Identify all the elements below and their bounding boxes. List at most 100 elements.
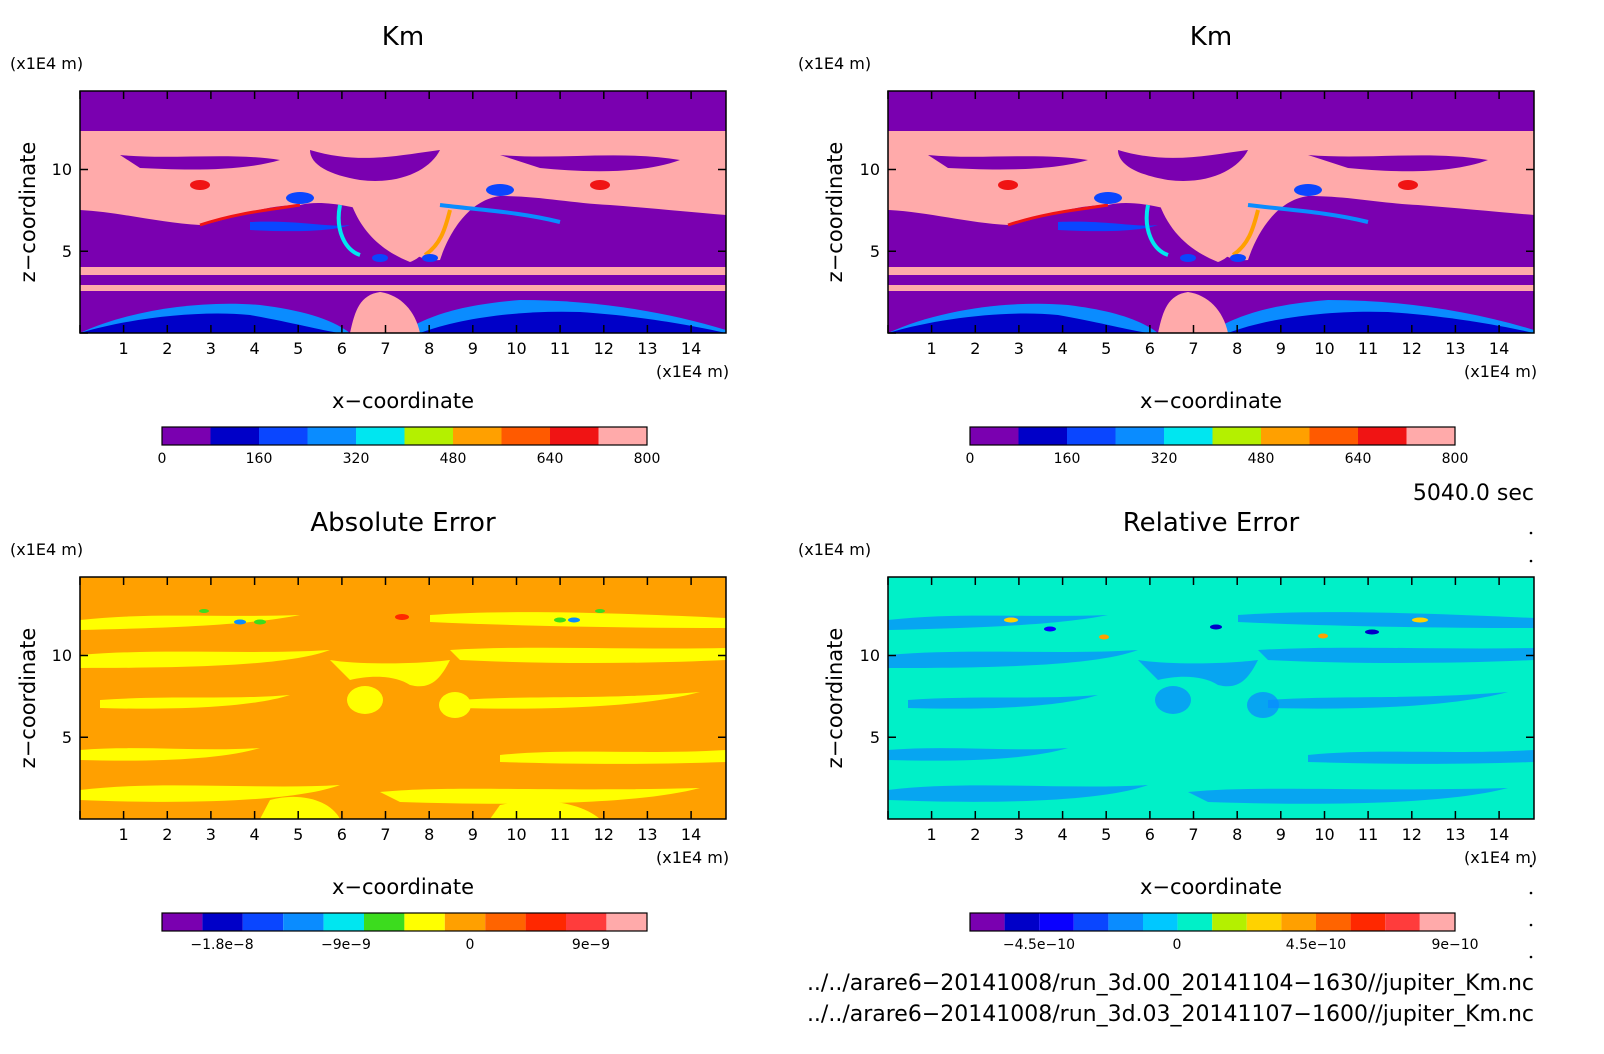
x-tick-label: 5 bbox=[293, 825, 303, 844]
x-tick-label: 3 bbox=[1014, 339, 1024, 358]
panel-absolute-error: Absolute Error (x1E4 m) bbox=[10, 508, 729, 953]
colorbar-cell bbox=[1018, 427, 1067, 445]
plot-ticks bbox=[79, 91, 726, 334]
x-unit-label: (x1E4 m) bbox=[1464, 362, 1537, 381]
x-tick-label: 5 bbox=[1101, 339, 1111, 358]
x-axis-label: x−coordinate bbox=[332, 389, 474, 413]
x-tick-label: 1 bbox=[119, 339, 129, 358]
colorbar-label: −9e−9 bbox=[321, 937, 371, 953]
colorbar-label: 320 bbox=[1151, 451, 1178, 467]
z-tick-labels: 5 10 bbox=[52, 160, 72, 261]
colorbar-label: 320 bbox=[343, 451, 370, 467]
x-tick-label: 9 bbox=[468, 339, 478, 358]
x-axis-label: x−coordinate bbox=[1140, 875, 1282, 899]
colorbar-cell bbox=[162, 427, 211, 445]
colorbar-cell bbox=[970, 913, 1005, 931]
panel-title: Absolute Error bbox=[310, 508, 496, 538]
x-tick-labels: 1 2 3 4 5 6 7 8 9 10 11 12 13 14 bbox=[927, 825, 1510, 844]
colorbar-cell bbox=[202, 913, 243, 931]
x-tick-label: 10 bbox=[1314, 339, 1334, 358]
x-tick-label: 1 bbox=[119, 825, 129, 844]
x-tick-label: 11 bbox=[1358, 825, 1378, 844]
colorbar-cell bbox=[1246, 913, 1282, 931]
colorbar-cell bbox=[1177, 913, 1213, 931]
z-tick-label: 5 bbox=[870, 242, 880, 261]
x-tick-label: 1 bbox=[927, 825, 937, 844]
x-tick-label: 14 bbox=[681, 339, 701, 358]
x-tick-label: 11 bbox=[1358, 339, 1378, 358]
x-tick-label: 8 bbox=[1232, 339, 1242, 358]
z-tick-labels: 5 10 bbox=[52, 646, 72, 747]
x-tick-label: 9 bbox=[1276, 825, 1286, 844]
colorbar-label: 9e−9 bbox=[572, 937, 610, 953]
x-tick-label: 3 bbox=[206, 825, 216, 844]
x-tick-label: 13 bbox=[1445, 825, 1465, 844]
x-tick-label: 11 bbox=[550, 339, 570, 358]
z-axis-label: z−coordinate bbox=[16, 142, 40, 283]
z-tick-label: 10 bbox=[860, 160, 880, 179]
colorbar: −4.5e−10 0 4.5e−10 9e−10 bbox=[969, 912, 1479, 953]
x-tick-label: 1 bbox=[927, 339, 937, 358]
z-tick-label: 5 bbox=[62, 242, 72, 261]
colorbar-cell bbox=[485, 913, 526, 931]
x-tick-label: 8 bbox=[424, 825, 434, 844]
colorbar-cell bbox=[598, 427, 647, 445]
z-tick-label: 5 bbox=[62, 728, 72, 747]
colorbar-cell bbox=[1212, 427, 1261, 445]
panel-title: Km bbox=[1190, 22, 1232, 52]
colorbar-label: 800 bbox=[1442, 451, 1469, 467]
colorbar-cell bbox=[1358, 427, 1407, 445]
colorbar-cell bbox=[1261, 427, 1310, 445]
plot-frame bbox=[79, 576, 727, 820]
x-tick-label: 6 bbox=[1145, 339, 1155, 358]
plot-ticks bbox=[887, 91, 1534, 334]
plot-ticks bbox=[79, 577, 726, 819]
x-tick-label: 5 bbox=[1101, 825, 1111, 844]
z-tick-labels: 5 10 bbox=[860, 646, 880, 747]
x-tick-labels: 1 2 3 4 5 6 7 8 9 10 11 12 13 14 bbox=[927, 339, 1510, 358]
x-tick-label: 6 bbox=[337, 825, 347, 844]
x-tick-label: 2 bbox=[162, 339, 172, 358]
colorbar-cell bbox=[1350, 913, 1386, 931]
x-tick-label: 12 bbox=[1402, 339, 1422, 358]
z-axis-label: z−coordinate bbox=[823, 628, 847, 769]
x-tick-label: 13 bbox=[637, 339, 657, 358]
x-tick-label: 2 bbox=[970, 825, 980, 844]
colorbar-cell bbox=[1067, 427, 1116, 445]
x-tick-label: 9 bbox=[468, 825, 478, 844]
colorbar-label: 4.5e−10 bbox=[1286, 937, 1346, 953]
colorbar-cell bbox=[242, 913, 284, 931]
colorbar-label: 160 bbox=[246, 451, 273, 467]
x-tick-label: 7 bbox=[380, 825, 390, 844]
x-tick-label: 12 bbox=[1402, 825, 1422, 844]
x-tick-label: 2 bbox=[970, 339, 980, 358]
x-tick-label: 13 bbox=[637, 825, 657, 844]
x-tick-label: 14 bbox=[1489, 825, 1509, 844]
x-tick-labels: 1 2 3 4 5 6 7 8 9 10 11 12 13 14 bbox=[119, 825, 702, 844]
z-tick-labels: 5 10 bbox=[860, 160, 880, 261]
contour-field bbox=[80, 577, 726, 819]
x-tick-label: 8 bbox=[1232, 825, 1242, 844]
x-tick-label: 12 bbox=[594, 339, 614, 358]
plot-frame bbox=[887, 90, 1535, 334]
colorbar-cell bbox=[566, 913, 607, 931]
x-tick-label: 2 bbox=[162, 825, 172, 844]
x-tick-label: 14 bbox=[1489, 339, 1509, 358]
colorbar-label: 0 bbox=[1173, 937, 1182, 953]
x-tick-label: 6 bbox=[1145, 825, 1155, 844]
z-axis-label: z−coordinate bbox=[823, 142, 847, 283]
contour-field bbox=[888, 577, 1534, 819]
colorbar-cell bbox=[501, 427, 550, 445]
z-unit-label: (x1E4 m) bbox=[798, 540, 871, 559]
time-label: 5040.0 sec bbox=[1413, 481, 1534, 506]
colorbar-cell bbox=[1164, 427, 1213, 445]
colorbar-cell bbox=[210, 427, 259, 445]
z-tick-label: 10 bbox=[52, 160, 72, 179]
colorbar-cell bbox=[1115, 427, 1164, 445]
colorbar-cell bbox=[525, 913, 566, 931]
colorbar: −1.8e−8 −9e−9 0 9e−9 bbox=[161, 912, 648, 953]
colorbar-cell bbox=[323, 913, 364, 931]
colorbar: 0 160 320 480 640 800 bbox=[966, 426, 1469, 467]
x-tick-label: 7 bbox=[1188, 825, 1198, 844]
z-tick-label: 10 bbox=[52, 646, 72, 665]
